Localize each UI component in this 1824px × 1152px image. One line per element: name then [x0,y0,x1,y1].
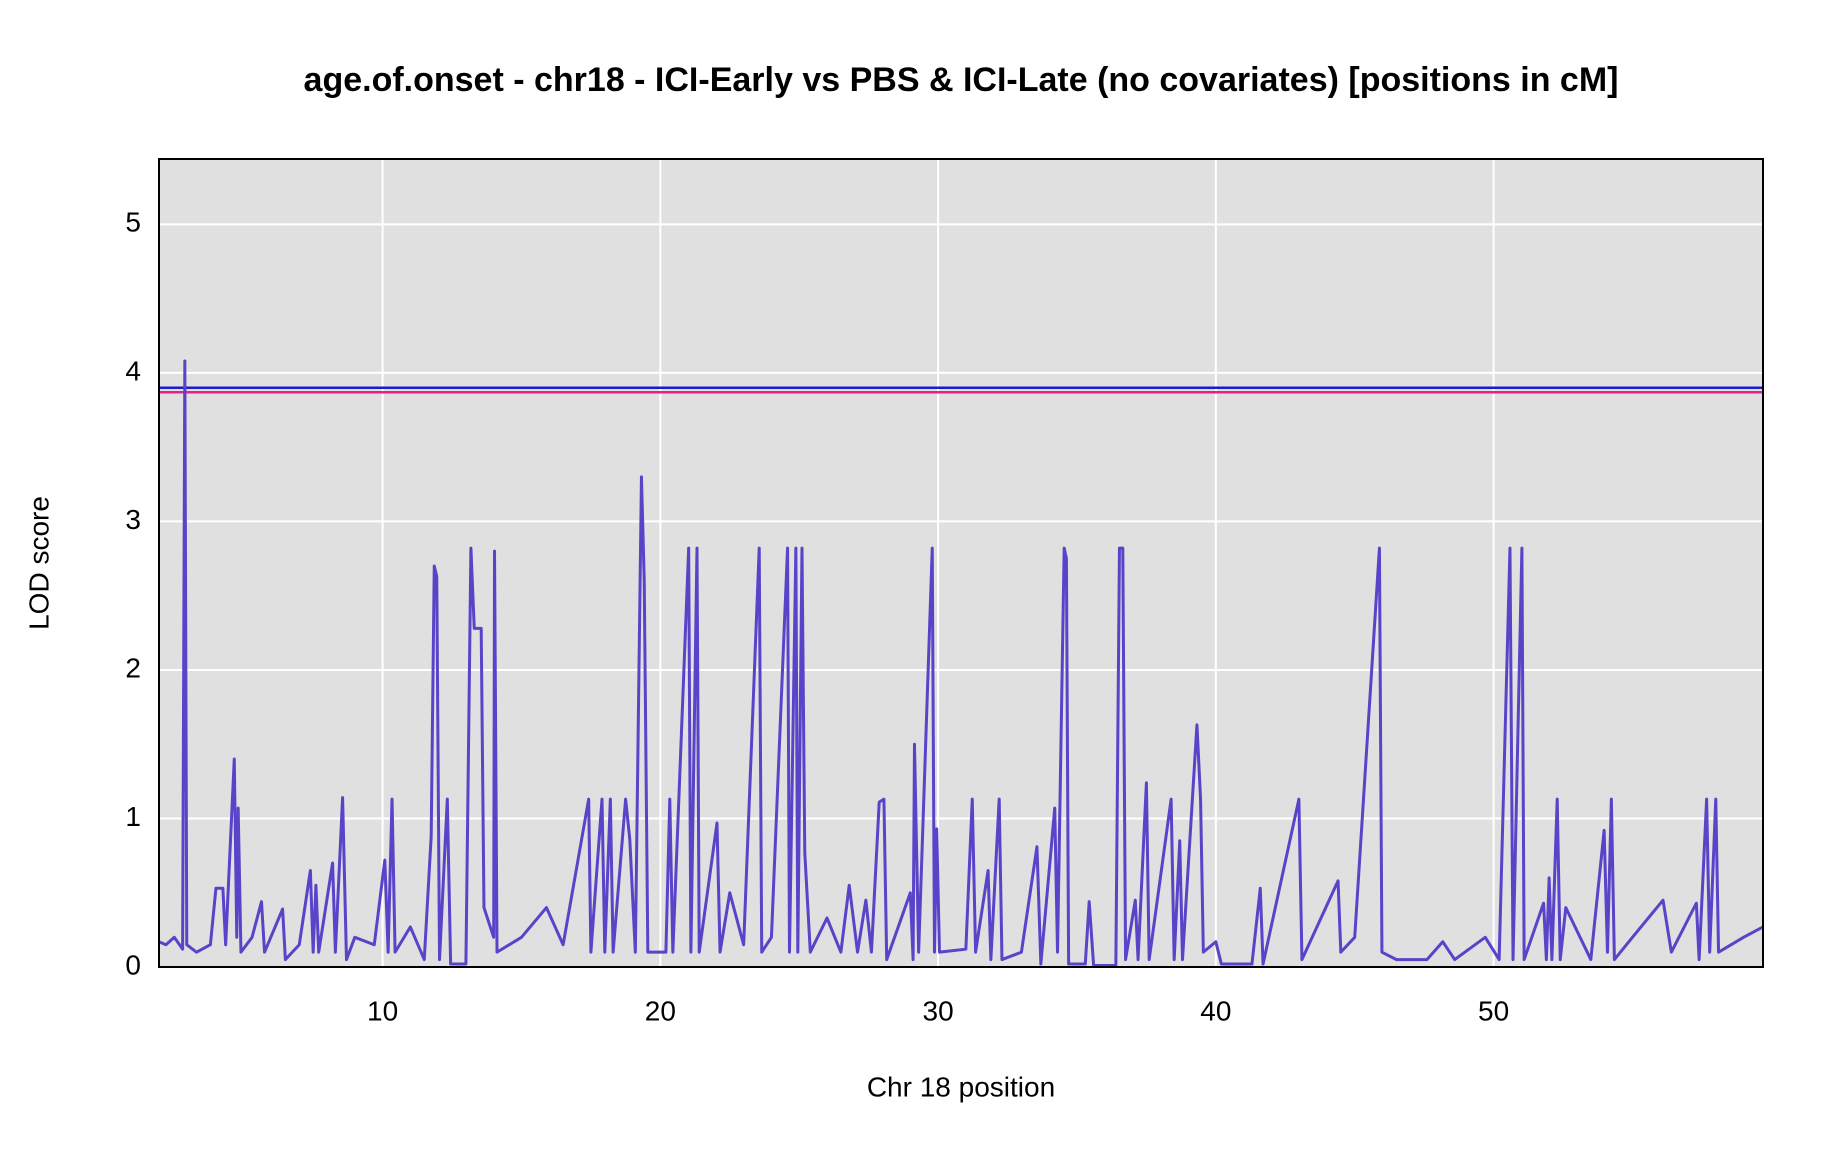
x-axis-label: Chr 18 position [867,1071,1055,1102]
x-tick-label: 10 [367,995,398,1026]
x-tick-label: 50 [1478,995,1509,1026]
x-tick-label: 40 [1200,995,1231,1026]
x-tick-label: 20 [645,995,676,1026]
y-tick-label: 0 [125,949,141,980]
x-tick-label: 30 [923,995,954,1026]
lod-line [158,359,1764,968]
y-tick-label: 2 [125,652,141,683]
marks [158,359,1764,968]
y-tick-label: 4 [125,355,141,386]
y-tick-label: 5 [125,207,141,238]
grid [159,159,1763,968]
plot-frame [158,158,1764,968]
y-tick-label: 1 [125,801,141,832]
chart-title: age.of.onset - chr18 - ICI-Early vs PBS … [304,61,1619,99]
plot-background [159,159,1763,967]
y-axis-label: LOD score [23,496,54,630]
y-tick-label: 3 [125,504,141,535]
